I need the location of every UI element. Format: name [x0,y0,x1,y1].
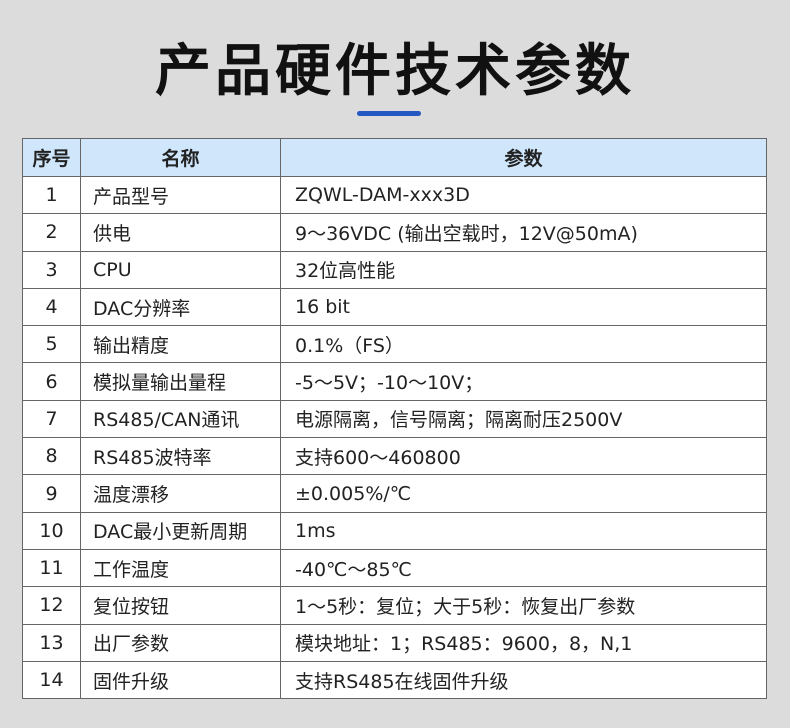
page-title: 产品硬件技术参数 [155,39,635,104]
row-name: 复位按钮 [80,586,281,625]
title-underline [357,111,421,116]
row-value: 1～5秒：复位；大于5秒：恢复出厂参数 [280,586,767,625]
row-value: ZQWL-DAM-xxx3D [280,175,767,215]
row-index: 1 [22,175,81,215]
row-index: 2 [22,213,81,252]
table-row: 10 DAC最小更新周期 1ms [22,511,767,550]
row-value: -40℃～85℃ [280,548,767,588]
row-value: 0.1%（FS） [280,325,767,364]
header-value: 参数 [280,138,767,177]
row-name: 工作温度 [80,548,281,588]
row-name: RS485/CAN通讯 [80,399,281,439]
table-row: 8 RS485波特率 支持600～460800 [22,437,767,476]
row-index: 12 [22,586,81,625]
row-index: 13 [22,623,81,662]
row-index: 10 [22,511,81,550]
row-name: RS485波特率 [80,437,281,476]
row-name: 产品型号 [80,175,281,215]
row-name: CPU [80,250,281,289]
row-value: 9～36VDC (输出空载时，12V@50mA) [280,213,767,252]
spec-table: 序号 名称 参数 1 产品型号 ZQWL-DAM-xxx3D 2 供电 9～36VDC (… [22,138,767,700]
table-row: 7 RS485/CAN通讯 电源隔离，信号隔离；隔离耐压2500V [22,399,767,439]
row-name: 温度漂移 [80,474,281,513]
row-name: 模拟量输出量程 [80,362,281,401]
table-row: 3 CPU 32位高性能 [22,250,767,289]
row-index: 4 [22,287,81,327]
row-value: 电源隔离，信号隔离；隔离耐压2500V [280,399,767,439]
row-value: ±0.005%/℃ [280,474,767,513]
row-index: 8 [22,437,81,476]
row-name: 供电 [80,213,281,252]
row-name: DAC最小更新周期 [80,511,281,550]
row-name: 输出精度 [80,325,281,364]
row-index: 14 [22,660,81,700]
table-header: 序号 名称 参数 [22,138,767,177]
row-name: 固件升级 [80,660,281,700]
row-value: 1ms [280,511,767,550]
row-index: 3 [22,250,81,289]
table-row: 14 固件升级 支持RS485在线固件升级 [22,660,767,700]
header-name: 名称 [80,138,281,177]
row-value: -5～5V；-10～10V； [280,362,767,401]
table-row: 1 产品型号 ZQWL-DAM-xxx3D [22,175,767,215]
row-index: 6 [22,362,81,401]
table-row: 4 DAC分辨率 16 bit [22,287,767,327]
row-value: 32位高性能 [280,250,767,289]
table-row: 6 模拟量输出量程 -5～5V；-10～10V； [22,362,767,401]
table-row: 2 供电 9～36VDC (输出空载时，12V@50mA) [22,213,767,252]
row-index: 5 [22,325,81,364]
row-index: 11 [22,548,81,588]
table-row: 13 出厂参数 模块地址：1；RS485：9600，8，N,1 [22,623,767,662]
table-row: 5 输出精度 0.1%（FS） [22,325,767,364]
row-value: 支持600～460800 [280,437,767,476]
row-value: 16 bit [280,287,767,327]
table-row: 12 复位按钮 1～5秒：复位；大于5秒：恢复出厂参数 [22,586,767,625]
table-row: 9 温度漂移 ±0.005%/℃ [22,474,767,513]
row-value: 支持RS485在线固件升级 [280,660,767,700]
row-name: DAC分辨率 [80,287,281,327]
row-index: 9 [22,474,81,513]
row-index: 7 [22,399,81,439]
header-index: 序号 [22,138,81,177]
row-value: 模块地址：1；RS485：9600，8，N,1 [280,623,767,662]
table-row: 11 工作温度 -40℃～85℃ [22,548,767,588]
row-name: 出厂参数 [80,623,281,662]
